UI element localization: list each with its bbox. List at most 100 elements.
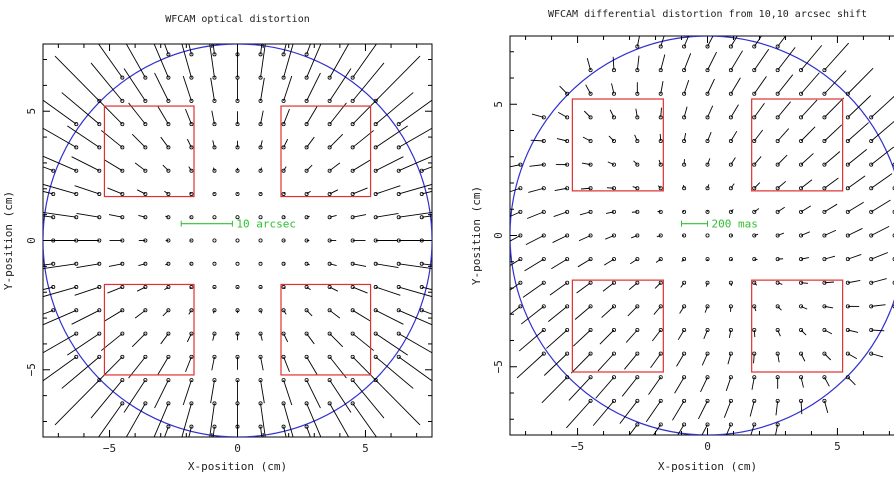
vector-line bbox=[634, 134, 638, 142]
vector-line bbox=[824, 281, 835, 284]
vector-line bbox=[727, 353, 732, 365]
vector-point bbox=[705, 44, 710, 49]
vector-point bbox=[658, 422, 663, 427]
vector-line bbox=[375, 156, 404, 172]
vector-point bbox=[728, 233, 733, 238]
vector-point bbox=[74, 331, 79, 336]
vector-line bbox=[306, 72, 321, 102]
vector-line bbox=[800, 377, 804, 388]
vector-point bbox=[166, 354, 171, 359]
vector-line bbox=[329, 333, 344, 348]
vector-line bbox=[283, 44, 294, 78]
vector-line bbox=[104, 309, 123, 322]
vector-point bbox=[120, 378, 125, 383]
vector-point bbox=[327, 331, 332, 336]
vector-point bbox=[518, 233, 523, 238]
vector-line bbox=[824, 353, 832, 361]
vector-line bbox=[754, 233, 759, 236]
vector-line bbox=[260, 310, 262, 314]
vector-line bbox=[777, 329, 781, 337]
vector-line bbox=[209, 403, 215, 437]
vector-line bbox=[61, 356, 100, 389]
vector-line bbox=[329, 286, 339, 292]
vector-point bbox=[775, 162, 780, 167]
vector-point bbox=[799, 351, 804, 356]
vector-point bbox=[682, 375, 687, 380]
vector-line bbox=[595, 376, 615, 399]
vector-line bbox=[528, 187, 544, 193]
vector-line bbox=[628, 424, 638, 435]
vector-line bbox=[530, 139, 544, 142]
vector-line bbox=[306, 286, 311, 291]
vector-point bbox=[541, 233, 546, 238]
vector-point bbox=[258, 168, 263, 173]
vector-line bbox=[870, 199, 891, 213]
vector-point bbox=[892, 257, 894, 262]
vector-line bbox=[96, 97, 123, 125]
vector-point bbox=[304, 75, 309, 80]
vector-point bbox=[682, 304, 687, 309]
vector-line bbox=[871, 304, 886, 307]
vector-point bbox=[235, 261, 240, 266]
vector-point bbox=[658, 280, 663, 285]
vector-point bbox=[775, 304, 780, 309]
vector-line bbox=[525, 235, 544, 246]
vector-point bbox=[350, 308, 355, 313]
vector-point bbox=[350, 122, 355, 127]
vector-line bbox=[190, 216, 192, 218]
vector-point bbox=[682, 68, 687, 73]
vector-line bbox=[43, 356, 77, 382]
vector-point bbox=[396, 354, 401, 359]
vector-point bbox=[281, 308, 286, 313]
vector-point bbox=[120, 331, 125, 336]
scale-bar-label: 10 arcsec bbox=[236, 218, 296, 231]
vector-line bbox=[352, 97, 379, 125]
vector-point bbox=[565, 351, 570, 356]
vector-point bbox=[775, 209, 780, 214]
vector-line bbox=[398, 356, 432, 382]
vector-point bbox=[97, 122, 102, 127]
vector-point bbox=[373, 331, 378, 336]
vector-line bbox=[43, 286, 54, 291]
vector-line bbox=[553, 211, 568, 217]
vector-line bbox=[707, 78, 715, 94]
vector-point bbox=[822, 209, 827, 214]
vector-line bbox=[657, 210, 661, 213]
vector-line bbox=[164, 426, 169, 437]
vector-point bbox=[728, 398, 733, 403]
vector-line bbox=[154, 379, 169, 409]
vector-line bbox=[283, 138, 289, 148]
vector-point bbox=[752, 162, 757, 167]
vector-line bbox=[398, 99, 432, 125]
vector-point bbox=[799, 138, 804, 143]
vector-line bbox=[621, 376, 638, 397]
vector-line bbox=[847, 67, 874, 95]
vector-line bbox=[375, 263, 399, 269]
vector-line bbox=[775, 400, 779, 416]
vector-line bbox=[43, 166, 54, 172]
vector-line bbox=[775, 424, 779, 435]
vector-point bbox=[373, 285, 378, 290]
vector-line bbox=[753, 36, 763, 47]
vector-line bbox=[306, 215, 310, 218]
vector-line bbox=[283, 286, 286, 290]
vector-line bbox=[645, 400, 662, 423]
vector-point bbox=[775, 327, 780, 332]
vector-line bbox=[674, 377, 685, 394]
vector-line bbox=[352, 159, 371, 172]
vector-point bbox=[588, 257, 593, 262]
vector-line bbox=[630, 258, 638, 265]
vector-line bbox=[753, 156, 762, 165]
vector-point bbox=[166, 122, 171, 127]
vector-point bbox=[682, 422, 687, 427]
vector-line bbox=[154, 72, 169, 102]
vector-line bbox=[777, 282, 783, 285]
vector-line bbox=[76, 212, 100, 218]
vector-line bbox=[777, 128, 790, 142]
vector-point bbox=[799, 209, 804, 214]
vector-line bbox=[753, 129, 764, 142]
vector-line bbox=[543, 353, 568, 376]
vector-line bbox=[43, 309, 77, 326]
vector-point bbox=[258, 308, 263, 313]
vector-line bbox=[510, 164, 521, 168]
